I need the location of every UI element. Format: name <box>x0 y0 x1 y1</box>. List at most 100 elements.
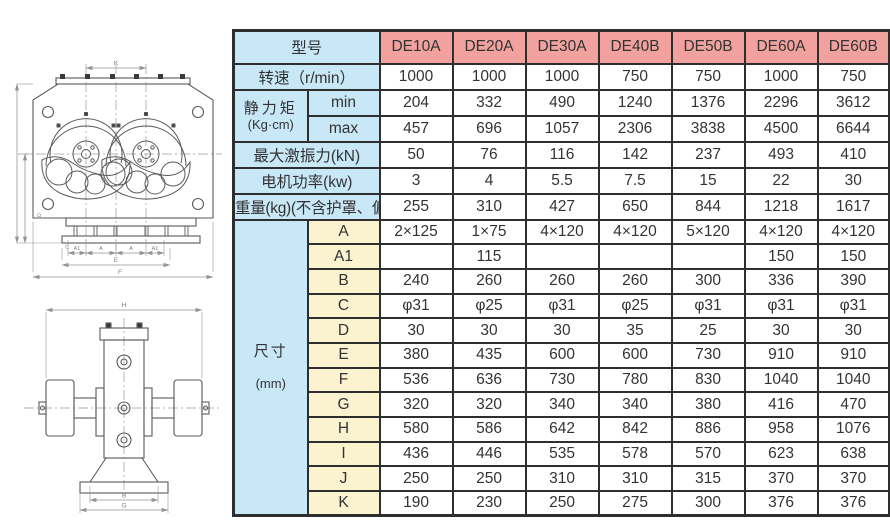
value-cell: 600 <box>597 341 673 369</box>
value-cell: 4×120 <box>743 218 819 246</box>
value-cell: 636 <box>451 366 527 394</box>
value-cell <box>524 243 600 270</box>
value-cell: 260 <box>597 267 673 295</box>
dim-label-k: K <box>114 60 119 67</box>
value-cell: 446 <box>451 440 527 468</box>
value-cell: 142 <box>597 140 673 169</box>
model-name-cell: DE10A <box>378 29 454 65</box>
dim-label-h: H <box>122 302 127 309</box>
sub-label: max <box>306 114 381 143</box>
model-name-cell: DE50B <box>670 29 746 65</box>
value-cell: 436 <box>378 440 454 468</box>
value-cell: 586 <box>451 416 527 443</box>
model-header-label: 型号 <box>232 29 381 65</box>
value-cell: 886 <box>670 416 746 443</box>
value-cell: 435 <box>451 341 527 369</box>
value-cell: 3838 <box>670 114 746 143</box>
value-cell: 150 <box>816 243 890 270</box>
value-cell: 4×120 <box>524 218 600 246</box>
value-cell: 380 <box>670 391 746 418</box>
value-cell: 780 <box>597 366 673 394</box>
value-cell: 340 <box>524 391 600 418</box>
eccentric-wheel-left <box>41 112 131 200</box>
group-label: 尺寸 (mm) <box>232 218 309 517</box>
value-cell: 910 <box>743 341 819 369</box>
value-cell: 260 <box>451 267 527 295</box>
value-cell: 696 <box>451 114 527 143</box>
value-cell: 4500 <box>743 114 819 143</box>
value-cell: 340 <box>597 391 673 418</box>
value-cell: 842 <box>597 416 673 443</box>
value-cell: 35 <box>597 317 673 344</box>
value-cell: φ31 <box>378 292 454 320</box>
dim-label-d: D <box>37 213 43 217</box>
dim-label-a1-right: A1 <box>152 246 159 252</box>
value-cell: 4×120 <box>597 218 673 246</box>
value-cell: φ25 <box>451 292 527 320</box>
dim-label-a1-left: A1 <box>74 246 81 252</box>
value-cell: 115 <box>451 243 527 270</box>
eccentric-wheel-right <box>101 112 191 200</box>
model-name-cell: DE60A <box>743 29 819 65</box>
row-label: 转速（r/min） <box>232 62 381 91</box>
value-cell: 376 <box>816 490 890 517</box>
value-cell: 150 <box>743 243 819 270</box>
value-cell: φ31 <box>524 292 600 320</box>
row-label: 电机功率(kw) <box>232 166 381 195</box>
group-label: 静力矩 (Kg·cm) <box>232 88 309 143</box>
value-cell: 5×120 <box>670 218 746 246</box>
value-cell: 578 <box>597 440 673 468</box>
sub-label: I <box>306 440 381 468</box>
value-cell: 623 <box>743 440 819 468</box>
value-cell: 493 <box>743 140 819 169</box>
value-cell: 300 <box>670 490 746 517</box>
sub-label: A <box>306 218 381 246</box>
value-cell: 310 <box>524 465 600 493</box>
value-cell: 910 <box>816 341 890 369</box>
value-cell: 320 <box>378 391 454 418</box>
value-cell: 15 <box>670 166 746 195</box>
dim-label-c: C <box>65 245 69 251</box>
dimension-labels: K A1 A A A1 C D E F <box>37 60 158 276</box>
value-cell: 536 <box>378 366 454 394</box>
value-cell: 3 <box>378 166 454 195</box>
exciter-body <box>38 322 210 494</box>
row-label: 重量(kg)(不含护罩、偏心块) <box>232 192 381 221</box>
value-cell: 958 <box>743 416 819 443</box>
value-cell: 310 <box>451 192 527 221</box>
value-cell: 1617 <box>816 192 890 221</box>
value-cell: 1040 <box>816 366 890 394</box>
value-cell: 30 <box>378 317 454 344</box>
value-cell: 416 <box>743 391 819 418</box>
value-cell: φ31 <box>670 292 746 320</box>
front-view-drawing: K A1 A A A1 C D E F <box>10 50 230 291</box>
value-cell: 50 <box>378 140 454 169</box>
value-cell: φ31 <box>743 292 819 320</box>
value-cell: 336 <box>743 267 819 295</box>
value-cell: 315 <box>670 465 746 493</box>
value-cell: 1×75 <box>451 218 527 246</box>
value-cell: 30 <box>816 166 890 195</box>
value-cell: 1000 <box>378 62 454 91</box>
sub-label: D <box>306 317 381 344</box>
value-cell: 260 <box>524 267 600 295</box>
value-cell: 1000 <box>524 62 600 91</box>
value-cell: 310 <box>597 465 673 493</box>
value-cell <box>597 243 673 270</box>
sub-label: K <box>306 490 381 517</box>
value-cell: 76 <box>451 140 527 169</box>
sub-label: A1 <box>306 243 381 270</box>
value-cell: 650 <box>597 192 673 221</box>
value-cell: 230 <box>451 490 527 517</box>
value-cell: 750 <box>816 62 890 91</box>
dim-label-a-right: A <box>129 246 133 252</box>
value-cell: 30 <box>816 317 890 344</box>
sub-label: C <box>306 292 381 320</box>
value-cell <box>670 243 746 270</box>
value-cell: 1240 <box>597 88 673 117</box>
value-cell: 116 <box>524 140 600 169</box>
value-cell: 410 <box>816 140 890 169</box>
value-cell: 376 <box>743 490 819 517</box>
value-cell: 750 <box>670 62 746 91</box>
value-cell: 370 <box>743 465 819 493</box>
